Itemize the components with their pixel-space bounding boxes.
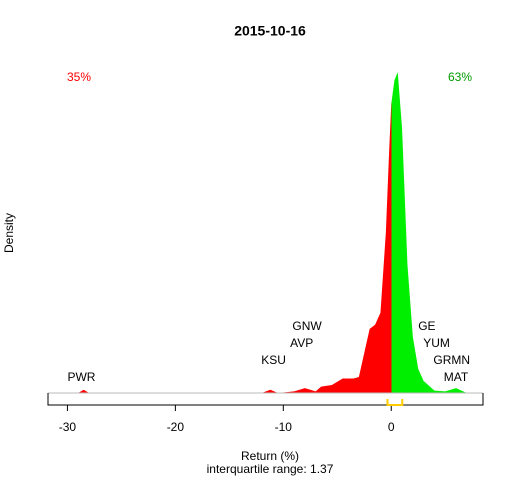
- axis-frame: [47, 393, 484, 406]
- annotation: KSU: [261, 353, 286, 367]
- subtitle: interquartile range: 1.37: [207, 462, 334, 476]
- annotation: MAT: [444, 370, 469, 384]
- annotation: AVP: [290, 336, 313, 350]
- annotation: PWR: [67, 370, 95, 384]
- x-tick-label: 0: [388, 420, 395, 434]
- density-area: [78, 72, 467, 393]
- iqr-bracket: [386, 399, 404, 406]
- x-tick-label: -20: [167, 420, 185, 434]
- annotation: GE: [418, 319, 435, 333]
- x-tick-label: -10: [275, 420, 293, 434]
- y-axis-label: Density: [2, 213, 16, 253]
- share-below: 35%: [67, 70, 91, 84]
- annotation: YUM: [423, 336, 450, 350]
- x-axis-label: Return (%): [241, 449, 299, 463]
- share-above: 63%: [448, 70, 472, 84]
- chart-title: 2015-10-16: [234, 23, 306, 39]
- annotation: GNW: [292, 319, 322, 333]
- x-tick-label: -30: [59, 420, 77, 434]
- annotation: GRMN: [433, 353, 470, 367]
